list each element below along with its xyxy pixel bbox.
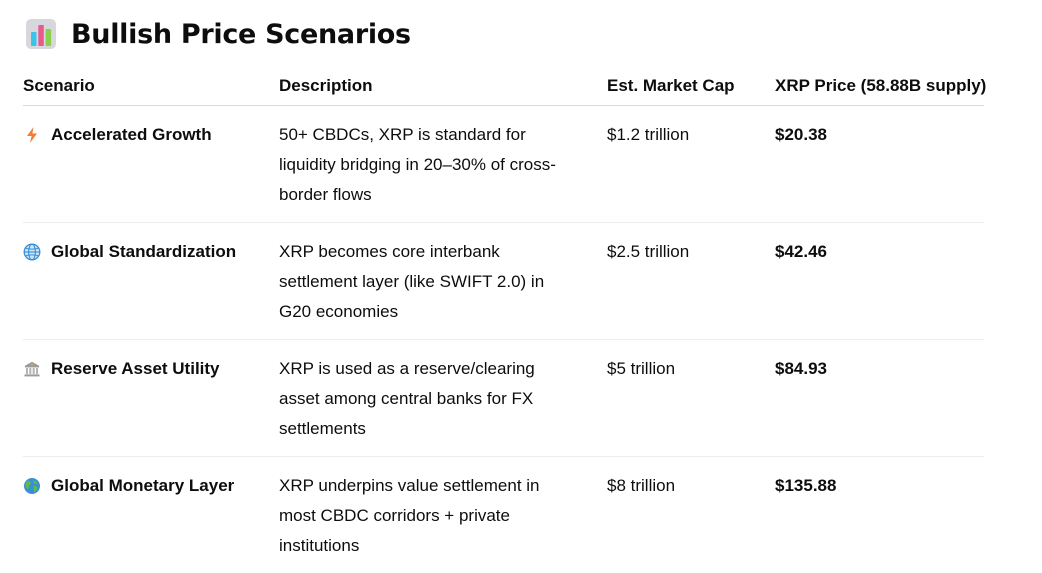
scenario-name: Accelerated Growth bbox=[51, 120, 212, 150]
page-title: Bullish Price Scenarios bbox=[71, 19, 411, 50]
lightning-icon bbox=[23, 126, 41, 144]
description-cell: XRP is used as a reserve/clearing asset … bbox=[279, 340, 607, 457]
scenario-cell: Global Monetary Layer bbox=[23, 457, 279, 573]
scenario-cell: Accelerated Growth bbox=[23, 106, 279, 223]
scenario-name: Reserve Asset Utility bbox=[51, 354, 220, 384]
description-cell: XRP becomes core interbank settlement la… bbox=[279, 223, 607, 340]
column-header-xrp-price: XRP Price (58.88B supply) bbox=[775, 70, 984, 106]
price-cell: $42.46 bbox=[775, 223, 984, 340]
column-header-market-cap: Est. Market Cap bbox=[607, 70, 775, 106]
globe-meridians-icon bbox=[23, 243, 41, 261]
column-header-description: Description bbox=[279, 70, 607, 106]
bank-icon bbox=[23, 360, 41, 378]
description-cell: 50+ CBDCs, XRP is standard for liquidity… bbox=[279, 106, 607, 223]
market-cap-cell: $1.2 trillion bbox=[607, 106, 775, 223]
description-cell: XRP underpins value settlement in most C… bbox=[279, 457, 607, 573]
table-row: Accelerated Growth 50+ CBDCs, XRP is sta… bbox=[23, 106, 984, 223]
market-cap-cell: $5 trillion bbox=[607, 340, 775, 457]
table-row: Global Standardization XRP becomes core … bbox=[23, 223, 984, 340]
bar-chart-icon bbox=[25, 18, 57, 50]
table-row: Reserve Asset Utility XRP is used as a r… bbox=[23, 340, 984, 457]
scenario-name: Global Monetary Layer bbox=[51, 471, 234, 501]
price-cell: $135.88 bbox=[775, 457, 984, 573]
scenarios-table: Scenario Description Est. Market Cap XRP… bbox=[23, 70, 984, 573]
scenario-cell: Reserve Asset Utility bbox=[23, 340, 279, 457]
market-cap-cell: $2.5 trillion bbox=[607, 223, 775, 340]
price-cell: $20.38 bbox=[775, 106, 984, 223]
table-row: Global Monetary Layer XRP underpins valu… bbox=[23, 457, 984, 573]
price-cell: $84.93 bbox=[775, 340, 984, 457]
table-header-row: Scenario Description Est. Market Cap XRP… bbox=[23, 70, 984, 106]
scenario-cell: Global Standardization bbox=[23, 223, 279, 340]
market-cap-cell: $8 trillion bbox=[607, 457, 775, 573]
column-header-scenario: Scenario bbox=[23, 70, 279, 106]
scenario-name: Global Standardization bbox=[51, 237, 236, 267]
page-heading: Bullish Price Scenarios bbox=[25, 14, 411, 54]
earth-globe-icon bbox=[23, 477, 41, 495]
